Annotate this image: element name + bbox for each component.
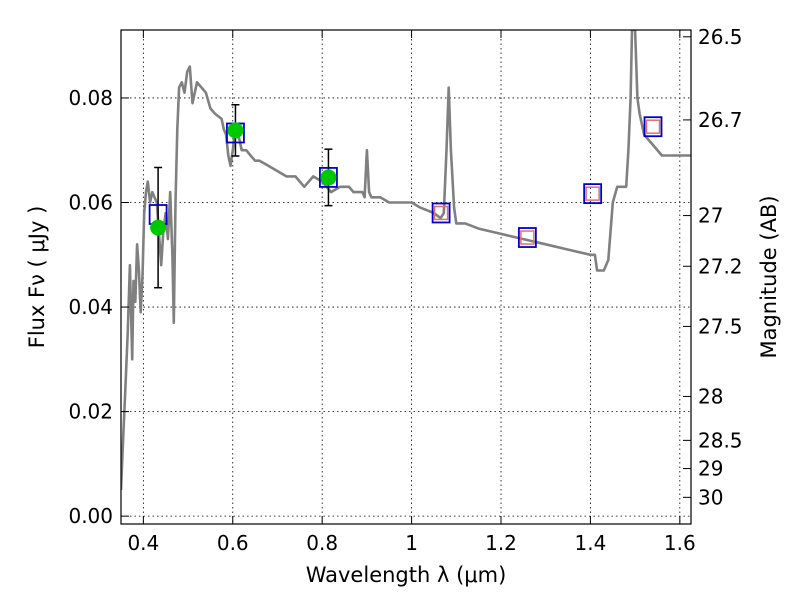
x-tick-label: 1.6 xyxy=(664,531,696,555)
model-spectrum-line xyxy=(121,30,691,491)
y-right-tick-label: 29 xyxy=(698,457,723,481)
y-tick-label: 0.02 xyxy=(68,400,113,424)
x-tick-label: 0.6 xyxy=(217,531,249,555)
observed-flux-point xyxy=(150,219,167,236)
model-spectrum-layer xyxy=(121,30,691,491)
x-tick-label: 0.4 xyxy=(127,531,159,555)
model-photometry-box xyxy=(517,227,537,248)
y-tick-label: 0.04 xyxy=(68,295,113,319)
grid-lines xyxy=(121,30,691,524)
model-photometry-box xyxy=(431,202,451,224)
y-right-tick-label: 26.7 xyxy=(698,108,743,132)
plot-frame xyxy=(120,29,692,525)
y-right-tick-label: 28 xyxy=(698,384,723,408)
model-photometry-box xyxy=(643,116,663,138)
x-tick-label: 1.2 xyxy=(485,531,517,555)
x-axis-label: Wavelength λ (μm) xyxy=(306,563,507,587)
x-tick-label: 0.8 xyxy=(306,531,338,555)
y-axis-right-label: Magnitude (AB) xyxy=(757,195,781,358)
axis-ticks: 0.4 0.6 0.8 1 1.2 1.4 1.6 0.00 0.02 0.04 0.06 0.08 2… xyxy=(68,25,742,555)
observed-flux-point xyxy=(320,169,337,186)
model-photometry-box xyxy=(319,167,338,188)
y-right-tick-label: 26.5 xyxy=(698,25,743,49)
y-right-tick-label: 27 xyxy=(698,204,723,228)
x-tick-label: 1.4 xyxy=(575,531,607,555)
photometry-markers xyxy=(148,104,663,289)
y-tick-label: 0.00 xyxy=(68,504,113,528)
alt-model-box xyxy=(585,186,600,201)
y-axis-label: Flux Fν ( μJy ) xyxy=(25,206,49,349)
y-tick-label: 0.06 xyxy=(68,191,113,215)
y-right-tick-label: 28.5 xyxy=(698,428,743,452)
model-photometry-box xyxy=(583,183,603,205)
y-tick-label: 0.08 xyxy=(68,86,113,110)
x-tick-label: 1 xyxy=(405,531,418,555)
y-right-tick-label: 27.2 xyxy=(698,254,743,278)
y-right-tick-label: 27.5 xyxy=(698,314,743,338)
observed-flux-point xyxy=(227,122,244,139)
y-right-tick-label: 30 xyxy=(698,485,723,509)
alt-model-box xyxy=(520,230,535,245)
alt-model-box xyxy=(433,205,449,221)
alt-model-box xyxy=(645,119,661,134)
